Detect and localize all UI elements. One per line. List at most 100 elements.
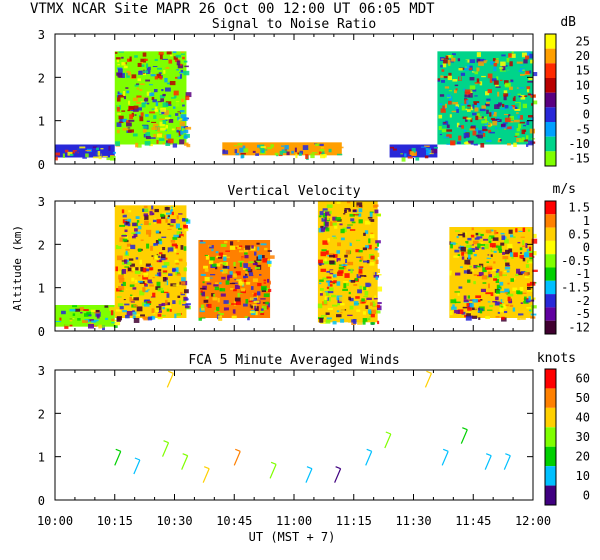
heatmap-cell xyxy=(480,299,483,301)
heatmap-cell xyxy=(158,309,162,313)
heatmap-cell xyxy=(528,246,532,252)
colorbar-label: 0.5 xyxy=(568,227,590,241)
colorbar-label: 40 xyxy=(576,411,590,425)
heatmap-cell xyxy=(142,316,147,320)
heatmap-cell xyxy=(339,307,345,313)
heatmap-cell xyxy=(116,296,122,298)
heatmap-cell xyxy=(329,284,333,287)
heatmap-cell xyxy=(463,301,470,303)
colorbar-unit-vvel: m/s xyxy=(553,182,576,197)
heatmap-cell xyxy=(524,75,528,80)
heatmap-cell xyxy=(320,268,327,272)
heatmap-cell xyxy=(507,243,513,249)
heatmap-cell xyxy=(172,236,178,240)
heatmap-cell xyxy=(500,108,507,110)
heatmap-cell xyxy=(138,114,142,118)
heatmap-cell xyxy=(250,305,254,309)
heatmap-cell xyxy=(164,134,168,140)
heatmap-cell xyxy=(180,291,183,296)
heatmap-cell xyxy=(182,304,189,306)
heatmap-cell xyxy=(129,284,135,287)
heatmap-cell xyxy=(459,116,463,122)
heatmap-cell xyxy=(235,271,241,276)
heatmap-cell xyxy=(160,257,166,261)
heatmap-cell xyxy=(139,89,143,92)
heatmap-cell xyxy=(126,243,131,247)
heatmap-cell xyxy=(164,257,168,260)
heatmap-cell xyxy=(261,150,265,153)
heatmap-cell xyxy=(336,281,341,286)
heatmap-cell xyxy=(485,91,490,96)
heatmap-cell xyxy=(168,273,173,276)
heatmap-cell xyxy=(140,61,144,64)
colorbar-swatch xyxy=(545,407,556,428)
heatmap-cell xyxy=(332,321,337,325)
heatmap-cell xyxy=(477,307,480,310)
heatmap-cell xyxy=(281,145,285,147)
heatmap-cell xyxy=(115,141,120,147)
heatmap-cell xyxy=(389,146,395,149)
heatmap-cell xyxy=(522,69,525,71)
heatmap-cell xyxy=(370,255,375,260)
heatmap-cell xyxy=(255,266,261,270)
heatmap-cell xyxy=(475,115,479,121)
heatmap-cell xyxy=(145,132,151,137)
heatmap-cell xyxy=(202,285,207,290)
heatmap-cell xyxy=(134,270,141,274)
heatmap-cell xyxy=(322,277,329,280)
heatmap-cell xyxy=(69,317,73,322)
heatmap-cell xyxy=(160,254,166,258)
heatmap-cell xyxy=(363,232,366,236)
heatmap-cell xyxy=(156,299,161,304)
heatmap-cell xyxy=(203,299,209,303)
colorbar-swatch xyxy=(545,254,556,268)
heatmap-cell xyxy=(200,317,206,319)
heatmap-cell xyxy=(501,54,506,57)
heatmap-cell xyxy=(217,312,221,314)
heatmap-cell xyxy=(455,272,461,276)
heatmap-cell xyxy=(485,52,488,55)
heatmap-cell xyxy=(373,204,379,207)
heatmap-cell xyxy=(348,209,351,212)
heatmap-cell xyxy=(207,303,212,309)
heatmap-cell xyxy=(371,301,375,303)
heatmap-cell xyxy=(85,153,89,158)
heatmap-cell xyxy=(238,260,244,263)
heatmap-cell xyxy=(208,245,212,247)
panel-title-snr: Signal to Noise Ratio xyxy=(212,17,376,32)
heatmap-cell xyxy=(357,321,363,325)
heatmap-cell xyxy=(358,213,362,217)
heatmap-cell xyxy=(302,145,309,150)
heatmap-cell xyxy=(520,316,526,320)
heatmap-cell xyxy=(362,247,368,251)
heatmap-cell xyxy=(479,112,485,117)
heatmap-cell xyxy=(514,104,518,110)
heatmap-cell xyxy=(336,314,342,318)
heatmap-cell xyxy=(529,128,535,134)
heatmap-cell xyxy=(518,313,524,316)
heatmap-cell xyxy=(326,276,332,279)
heatmap-cell xyxy=(333,237,337,239)
heatmap-cell xyxy=(474,107,479,112)
heatmap-cell xyxy=(151,108,157,110)
heatmap-cell xyxy=(330,275,334,278)
heatmap-cell xyxy=(176,127,182,130)
heatmap-cell xyxy=(324,296,328,301)
heatmap-cell xyxy=(135,216,141,219)
heatmap-cell xyxy=(119,290,124,292)
heatmap-cell xyxy=(179,234,184,237)
heatmap-cell xyxy=(466,100,469,106)
heatmap-cell xyxy=(253,297,258,300)
heatmap-cell xyxy=(117,271,122,276)
heatmap-cell xyxy=(457,58,461,62)
heatmap-cell xyxy=(128,100,131,105)
heatmap-cell xyxy=(451,110,457,113)
heatmap-cell xyxy=(356,205,360,208)
heatmap-cell xyxy=(178,300,181,305)
heatmap-cell xyxy=(482,267,487,273)
heatmap-cell xyxy=(142,52,147,57)
heatmap-cell xyxy=(160,213,165,217)
heatmap-cell xyxy=(153,298,158,302)
heatmap-cell xyxy=(347,224,353,226)
heatmap-cell xyxy=(320,251,327,257)
